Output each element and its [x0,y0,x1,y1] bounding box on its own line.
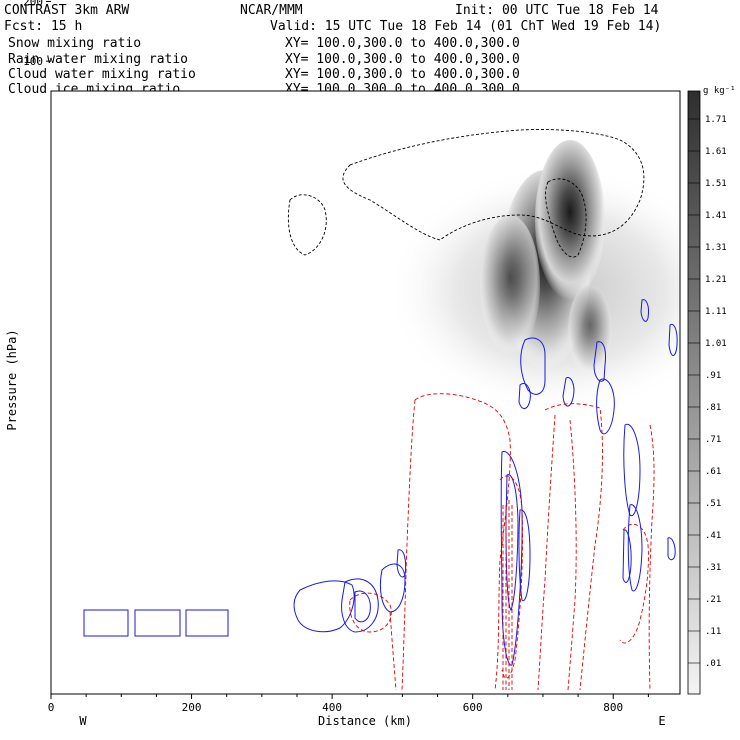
colorbar: g kg⁻¹ .01 .11 .21 .31 .41 .51 .61 .71 .81 .91 1.0… [687,86,736,695]
snow-shading-upper [535,140,605,300]
extremum-letter: L [621,41,627,52]
x-axis-east-label: E [658,714,665,728]
colorbar-label: 1.11 [705,307,727,317]
header-valid-time: Valid: 15 UTC Tue 18 Feb 14 (01 ChT Wed … [270,19,661,34]
colorbar-label: 1.61 [705,147,727,157]
colorbar-unit: g kg⁻¹ [703,86,736,96]
colorbar-label: .01 [705,659,721,669]
colorbar-label: .21 [705,595,721,605]
field-rain-name: Rain water mixing ratio [8,52,188,67]
field-cloudwater-name: Cloud water mixing ratio [8,67,196,82]
extremum-letter: L [666,41,672,52]
header-init-time: Init: 00 UTC Tue 18 Feb 14 [455,3,659,18]
colorbar-label: .41 [705,531,721,541]
cloud-ice-contours [287,129,645,258]
header-center: NCAR/MMM [240,3,303,18]
snow-shading-west [480,215,540,355]
header-forecast-hour: Fcst: 15 h [4,19,82,34]
colorbar-label: .71 [705,435,721,445]
colorbar-gradient [687,90,701,695]
colorbar-label: 1.41 [705,211,727,221]
isotherm-label: -80 [221,32,239,43]
extremum-value: .00221 [546,37,582,48]
colorbar-ticks: .01 .11 .21 .31 .41 .51 .61 .71 .81 .91 1.01 1.11 1.… [688,115,727,669]
y-tick-label: 200 [23,0,43,8]
y-tick-label: 100 [23,55,43,68]
plot-frame [50,90,681,695]
extremum-letter: L [192,41,198,52]
colorbar-label: .11 [705,627,721,637]
colorbar-label: 1.51 [705,179,727,189]
x-tick-label: 0 [48,701,55,714]
snow-shading-lower [568,285,612,375]
x-axis: 0 200 400 600 800 [48,694,649,714]
header-model: CONTRAST 3km ARW [4,3,129,18]
field-rain-xy: XY= 100.0,300.0 to 400.0,300.0 [285,52,520,67]
y-axis-label: Pressure (hPa) [5,329,19,430]
field-snow-name: Snow mixing ratio [8,36,141,51]
colorbar-label: 1.21 [705,275,727,285]
isotherm-label: -88.63 [597,41,633,52]
rain-water-contours [349,393,655,691]
field-snow-xy: XY= 100.0,300.0 to 400.0,300.0 [285,36,520,51]
x-axis-west-label: W [79,714,87,728]
colorbar-label: .61 [705,467,721,477]
colorbar-label: .31 [705,563,721,573]
x-tick-label: 600 [463,701,483,714]
colorbar-label: 1.31 [705,243,727,253]
colorbar-label: 1.01 [705,339,727,349]
colorbar-label: 1.71 [705,115,727,125]
isotherm-label: -83.68 [170,41,206,52]
field-cloudwater-xy: XY= 100.0,300.0 to 400.0,300.0 [285,67,520,82]
colorbar-label: .81 [705,403,721,413]
y-axis: 1002003004005006007008009001000 [23,0,51,68]
plot-area: -84.86 -83.68-80-84.28 -84.5 -84.89 -88.63 -8… [51,0,680,694]
extremum-letter: H [350,2,356,13]
colorbar-label: .91 [705,371,721,381]
isotherm-label: -85 [659,41,677,52]
colorbar-label: .51 [705,499,721,509]
x-tick-label: 400 [322,701,342,714]
x-axis-label: Distance (km) [318,714,412,728]
x-tick-label: 200 [182,701,202,714]
extremum-value: .01174 [574,0,610,1]
x-tick-label: 800 [603,701,623,714]
